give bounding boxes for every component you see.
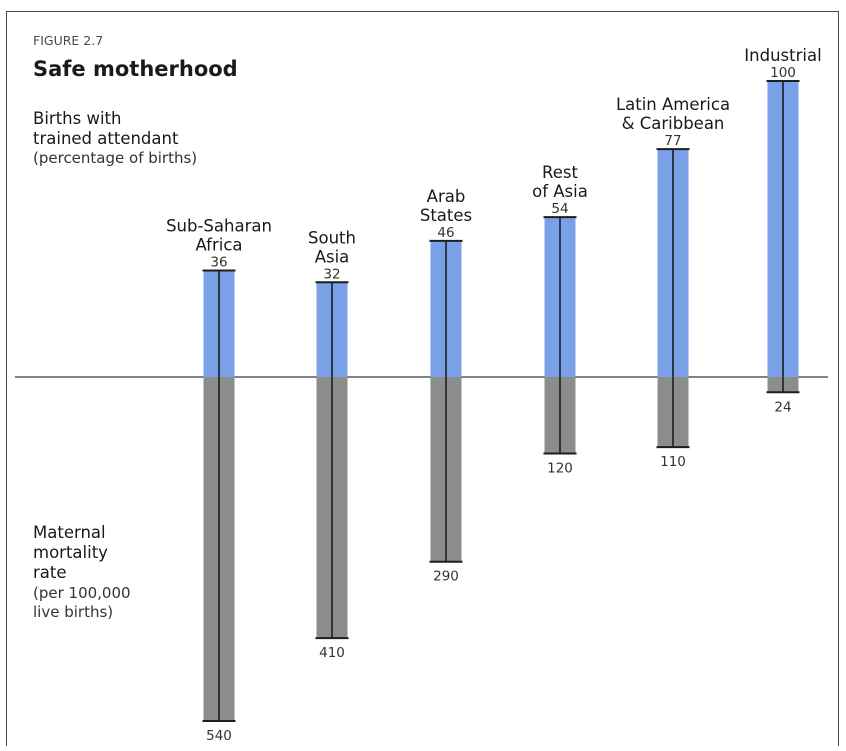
births-value-label-4: 77 — [664, 133, 681, 149]
births-value-label-2: 46 — [437, 225, 454, 241]
category-label-2-line-0: Arab — [427, 187, 466, 206]
category-label-1-line-1: Asia — [315, 247, 350, 266]
category-label-5-line-0: Industrial — [744, 46, 821, 65]
births-value-label-0: 36 — [210, 254, 227, 270]
mortality-value-label-5: 24 — [774, 399, 791, 415]
category-label-4-line-1: & Caribbean — [622, 114, 725, 133]
figure-label: FIGURE 2.7 — [33, 33, 103, 48]
figure-title: Safe motherhood — [33, 57, 238, 81]
bottom-axis-unit-line-1: (per 100,000 — [33, 584, 131, 602]
bottom-axis-label-line-3: rate — [33, 563, 67, 582]
category-label-2-line-1: States — [420, 206, 472, 225]
category-label-4-line-0: Latin America — [616, 95, 730, 114]
top-axis-label-line-2: trained attendant — [33, 129, 179, 148]
category-label-0-line-1: Africa — [195, 235, 242, 254]
category-label-0-line-0: Sub-Saharan — [166, 216, 272, 235]
bottom-axis-label-line-2: mortality — [33, 543, 108, 562]
category-label-1-line-0: South — [308, 228, 356, 247]
mortality-value-label-1: 410 — [319, 645, 345, 661]
bottom-axis-unit-line-2: live births) — [33, 603, 113, 621]
bottom-axis-label-line-1: Maternal — [33, 523, 106, 542]
births-value-label-3: 54 — [551, 201, 568, 217]
births-value-label-5: 100 — [770, 65, 796, 81]
category-label-3-line-1: of Asia — [532, 182, 588, 201]
mortality-value-label-4: 110 — [660, 454, 686, 470]
mortality-value-label-0: 540 — [206, 728, 232, 744]
births-value-label-1: 32 — [323, 266, 340, 282]
mortality-value-label-3: 120 — [547, 460, 573, 476]
top-axis-label-line-1: Births with — [33, 109, 121, 128]
category-label-3-line-0: Rest — [542, 163, 578, 182]
top-axis-unit: (percentage of births) — [33, 149, 197, 167]
mortality-value-label-2: 290 — [433, 569, 459, 585]
figure-frame — [6, 11, 839, 746]
